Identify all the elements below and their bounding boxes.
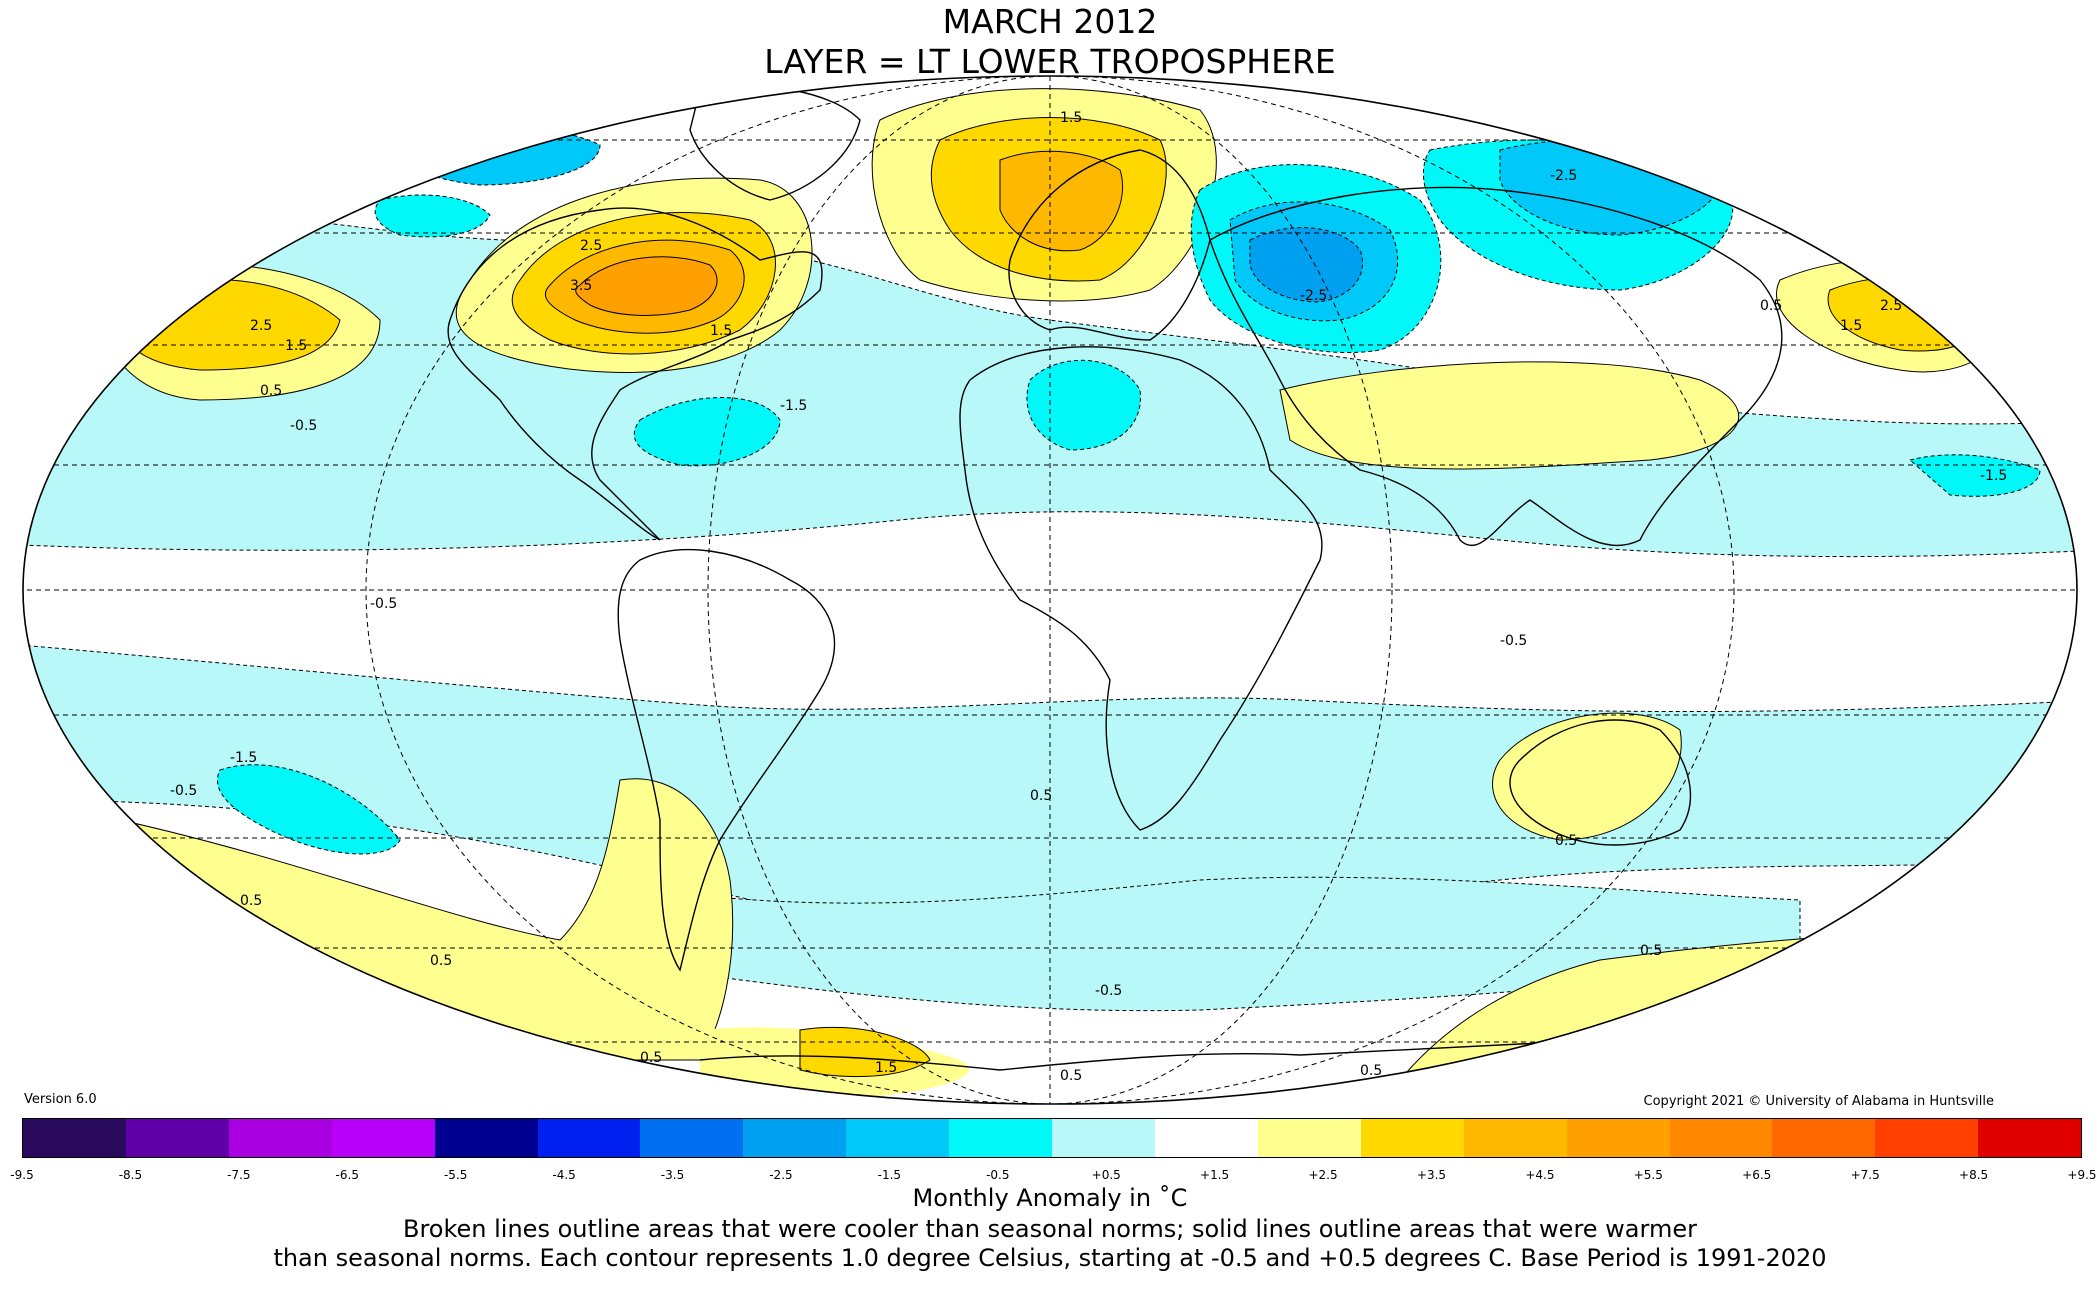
color-scale-tick-label: -0.5 (986, 1168, 1010, 1182)
color-scale-tick-label: -9.5 (10, 1168, 34, 1182)
contour-label: 2.5 (250, 318, 272, 334)
color-scale-tick-label: +2.5 (1308, 1168, 1338, 1182)
contour-label: -2.5 (1300, 288, 1327, 304)
contour-labels: 1.5 3.5 2.5 1.5 2.5 1.5 0.5 -0.5 -1.5 -2… (170, 110, 2007, 1084)
globe-outline (22, 75, 2078, 1105)
color-scale-tick-label: +3.5 (1416, 1168, 1447, 1182)
color-scale-tick-label: +5.5 (1633, 1168, 1663, 1182)
color-scale-tick-label: +0.5 (1091, 1168, 1121, 1182)
color-scale-segment (537, 1119, 641, 1157)
contour-label: 2.5 (580, 238, 602, 254)
color-scale-segment (1978, 1119, 2082, 1157)
color-scale-tick-label: -2.5 (769, 1168, 793, 1182)
copyright-label: Copyright 2021 © University of Alabama i… (1643, 1094, 1994, 1109)
color-scale-segment (743, 1119, 847, 1157)
color-scale-segment (846, 1119, 950, 1157)
contour-label: 0.5 (430, 953, 452, 969)
color-scale-segment (434, 1119, 538, 1157)
color-scale-segment (1052, 1119, 1155, 1157)
contour-label: -1.5 (1980, 468, 2007, 484)
africa-outline (959, 346, 1323, 831)
color-scale-segment (331, 1119, 435, 1157)
contour-label: -0.5 (1500, 633, 1527, 649)
color-scale-segment (1772, 1119, 1876, 1157)
cool-core-sahara (1026, 359, 1141, 451)
caption-line-2: than seasonal norms. Each contour repres… (273, 1244, 1827, 1272)
color-scale-tick-label: +7.5 (1850, 1168, 1880, 1182)
north-america-outline (447, 207, 823, 541)
contour-label: -2.5 (1550, 168, 1577, 184)
contour-label: -1.5 (780, 398, 807, 414)
warm-core-north-america-3 (575, 256, 718, 316)
coastlines (447, 85, 1783, 1071)
color-scale-tick-label: -5.5 (443, 1168, 468, 1182)
asia-outline (1209, 186, 1783, 547)
contour-label: 1.5 (1840, 318, 1862, 334)
warm-region-asia (1279, 361, 1740, 470)
color-scale-segment (1154, 1119, 1258, 1157)
map-subtitle: LAYER = LT LOWER TROPOSPHERE (764, 42, 1336, 81)
color-scale-segment (1360, 1119, 1464, 1157)
contour-label: -0.5 (290, 418, 317, 434)
color-scale-segment (1566, 1119, 1670, 1157)
contour-label: 0.5 (1640, 943, 1662, 959)
color-scale-tick-label: -3.5 (660, 1168, 685, 1182)
version-label: Version 6.0 (24, 1092, 97, 1107)
cool-core-canada (374, 194, 491, 238)
color-scale-segment (1669, 1119, 1773, 1157)
color-scale-tick-label: +6.5 (1742, 1168, 1772, 1182)
color-scale-segment (23, 1119, 126, 1157)
color-scale-tick-label: -1.5 (877, 1168, 902, 1182)
contour-label: -1.5 (230, 750, 257, 766)
contour-label: 1.5 (710, 323, 732, 339)
color-scale-tick-label: +4.5 (1525, 1168, 1555, 1182)
contour-label: 0.5 (1760, 298, 1782, 314)
color-scale-segment (1257, 1119, 1361, 1157)
contour-label: 1.5 (1060, 110, 1082, 126)
warm-core-europe-2 (999, 150, 1124, 252)
contour-label: 0.5 (1555, 833, 1577, 849)
contour-label: 0.5 (260, 383, 282, 399)
contour-label: -0.5 (1095, 983, 1122, 999)
map-title: MARCH 2012 (942, 2, 1158, 41)
contour-label: 0.5 (240, 893, 262, 909)
color-scale-segment (1463, 1119, 1567, 1157)
warm-region-australia (1492, 712, 1682, 841)
color-scale-tick-label: -7.5 (227, 1168, 251, 1182)
color-scale-tick-label: +9.5 (2067, 1168, 2097, 1182)
contour-label: 3.5 (570, 278, 592, 294)
antarctica-outline (699, 1039, 1601, 1071)
color-scale-bar (22, 1118, 2082, 1158)
cool-core-south-pacific (217, 764, 401, 855)
color-scale-segment (1875, 1119, 1979, 1157)
europe-outline (1008, 149, 1211, 341)
warm-core-antarctic-peninsula (799, 1026, 931, 1078)
color-scale-segment (640, 1119, 744, 1157)
contour-label: 1.5 (875, 1060, 897, 1076)
color-scale-segment (228, 1119, 332, 1157)
color-scale-tick-label: +8.5 (1959, 1168, 1989, 1182)
color-scale-segment (949, 1119, 1053, 1157)
color-scale-segment (125, 1119, 229, 1157)
color-scale-tick-label: -6.5 (335, 1168, 359, 1182)
color-scale-tick-label: +1.5 (1200, 1168, 1230, 1182)
contour-label: 1.5 (285, 338, 307, 354)
color-scale-tick-label: -8.5 (118, 1168, 143, 1182)
contour-label: 0.5 (1030, 788, 1052, 804)
contour-label: 0.5 (1060, 1068, 1082, 1084)
caption-line-1: Broken lines outline areas that were coo… (403, 1215, 1697, 1243)
color-scale-ticks: -9.5 -8.5 -7.5 -6.5 -5.5 -4.5 -3.5 -2.5 -1.5 -0.5… (0, 1168, 2100, 1188)
australia-outline (1509, 719, 1692, 846)
contour-label: -0.5 (170, 783, 197, 799)
south-america-outline (617, 548, 836, 972)
contour-label: 2.5 (1880, 298, 1902, 314)
contour-label: 0.5 (1360, 1063, 1382, 1079)
cool-core-russia-3 (1249, 227, 1364, 303)
color-scale-tick-label: -4.5 (552, 1168, 576, 1182)
cool-core-atlantic (633, 397, 781, 467)
units-label: Monthly Anomaly in ˚C (912, 1184, 1188, 1212)
contour-label: -0.5 (370, 596, 397, 612)
